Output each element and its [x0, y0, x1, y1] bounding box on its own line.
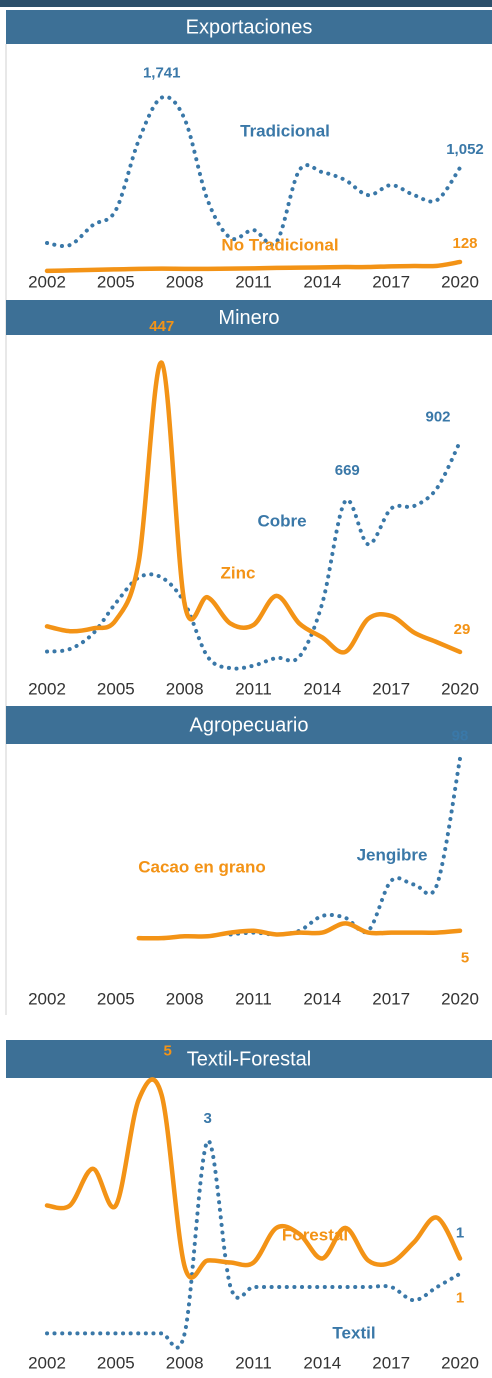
x-tick-label: 2017	[372, 1353, 410, 1372]
data-label: 29	[454, 621, 471, 638]
series-label: No Tradicional	[221, 235, 338, 254]
series-line	[136, 921, 463, 941]
x-tick-label: 2011	[235, 989, 272, 1008]
data-label: 1,052	[446, 141, 484, 158]
data-label: 5	[164, 1042, 172, 1059]
x-tick-label: 2017	[372, 989, 410, 1008]
x-tick-label: 2020	[441, 679, 479, 698]
x-tick-label: 2011	[235, 679, 272, 698]
x-tick-label: 2005	[97, 679, 135, 698]
x-tick-label: 2017	[372, 272, 410, 291]
x-tick-label: 2002	[28, 272, 66, 291]
x-tick-label: 2008	[166, 1353, 204, 1372]
series-line	[45, 94, 462, 249]
series-label: Tradicional	[240, 121, 330, 140]
x-tick-label: 2008	[166, 679, 204, 698]
panel-header	[6, 10, 492, 44]
panel-header	[6, 706, 492, 744]
series-line	[228, 756, 462, 937]
panel-title: Exportaciones	[186, 16, 313, 38]
data-label: 447	[149, 318, 174, 335]
x-tick-label: 2008	[166, 272, 204, 291]
series-label: Forestal	[282, 1225, 348, 1244]
data-label: 902	[425, 409, 450, 426]
panel-title: Agropecuario	[190, 714, 309, 736]
series-label: Cobre	[257, 511, 306, 530]
x-tick-label: 2002	[28, 1353, 66, 1372]
x-tick-label: 2020	[441, 272, 479, 291]
x-tick-label: 2008	[166, 989, 204, 1008]
x-tick-label: 2014	[303, 989, 341, 1008]
x-tick-label: 2005	[97, 989, 135, 1008]
data-label: 98	[452, 728, 469, 745]
series-line	[45, 1139, 462, 1350]
x-tick-label: 2011	[235, 1353, 272, 1372]
x-tick-label: 2020	[441, 989, 479, 1008]
panel-title: Minero	[218, 307, 279, 329]
panel-header	[6, 300, 492, 335]
series-label: Cacao en grano	[138, 857, 266, 876]
series-line	[44, 1077, 463, 1280]
panel-header	[6, 1040, 492, 1078]
data-label: 669	[335, 462, 360, 479]
x-tick-label: 2005	[97, 1353, 135, 1372]
x-tick-label: 2005	[97, 272, 135, 291]
x-tick-label: 2002	[28, 989, 66, 1008]
data-label: 1	[456, 1225, 464, 1242]
series-label: Jengibre	[357, 845, 428, 864]
data-label: 1,741	[143, 65, 181, 82]
data-label: 1	[456, 1289, 464, 1306]
series-label: Zinc	[221, 563, 256, 582]
top-strip	[0, 0, 492, 7]
panel-title: Textil-Forestal	[187, 1048, 311, 1070]
series-line	[44, 360, 463, 655]
series-line	[45, 439, 462, 671]
x-tick-label: 2014	[303, 679, 341, 698]
x-tick-label: 2017	[372, 679, 410, 698]
data-label: 3	[203, 1110, 211, 1127]
series-label: Textil	[332, 1323, 375, 1342]
data-label: 5	[461, 950, 469, 967]
x-tick-label: 2014	[303, 1353, 341, 1372]
series-line	[44, 259, 463, 274]
x-tick-label: 2002	[28, 679, 66, 698]
data-label: 128	[452, 235, 477, 252]
x-tick-label: 2011	[235, 272, 272, 291]
x-tick-label: 2014	[303, 272, 341, 291]
x-tick-label: 2020	[441, 1353, 479, 1372]
